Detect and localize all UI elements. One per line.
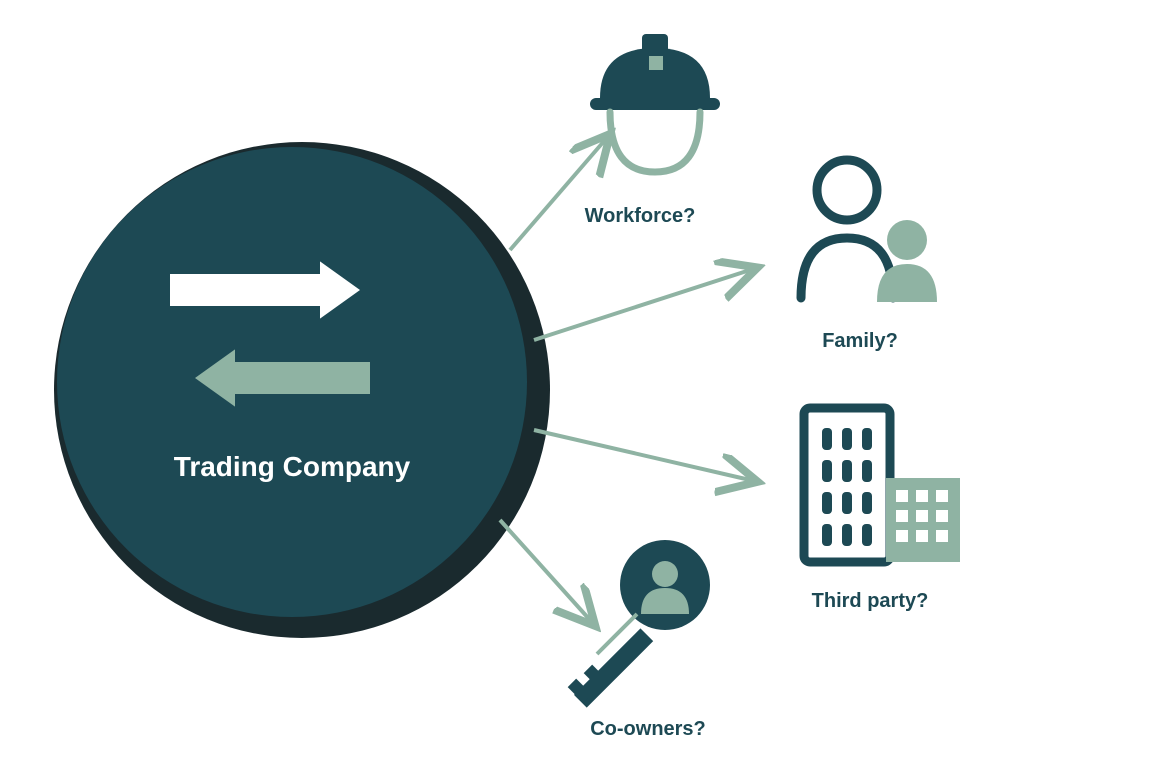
diagram-canvas: Trading Company [0,0,1150,758]
hardhat-icon [580,20,730,185]
key-person-icon [555,530,725,715]
workforce-label: Workforce? [540,205,740,228]
center-label: Trading Company [142,451,442,483]
family-icon [785,150,945,315]
family-label: Family? [760,330,960,353]
coowners-label: Co-owners? [548,718,748,741]
main-circle [57,147,527,617]
thirdparty-label: Third party? [770,590,970,613]
buildings-icon [788,392,968,577]
